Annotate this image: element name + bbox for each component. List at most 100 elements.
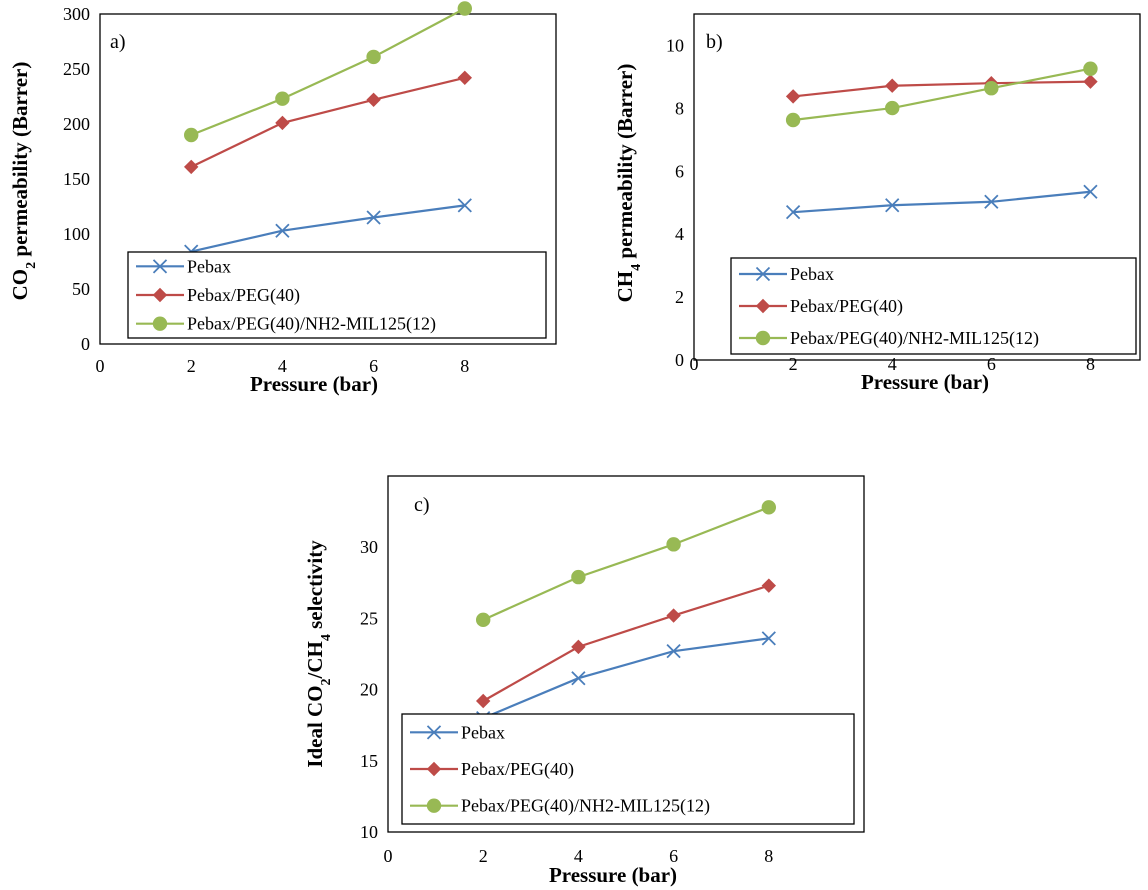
data-point xyxy=(984,81,999,96)
legend-box xyxy=(730,257,1137,355)
legend-label: Pebax/PEG(40)/NH2-MIL125(12) xyxy=(187,314,436,335)
legend-label: Pebax/PEG(40) xyxy=(461,759,574,780)
data-point xyxy=(275,223,290,238)
y-tick-label: 250 xyxy=(63,59,90,79)
y-tick-label: 200 xyxy=(63,114,90,134)
data-point xyxy=(571,671,586,686)
x-tick-label: 4 xyxy=(888,354,897,374)
y-tick-label: 25 xyxy=(360,608,378,628)
y-tick-label: 8 xyxy=(675,98,684,118)
chart-panel-b: 0 2 4 6 8 10 0 2 4 6 8 b) Pressure (bar) CH4 permeabi… xyxy=(613,13,1141,394)
data-point xyxy=(1083,184,1098,199)
data-point xyxy=(785,89,801,104)
data-point xyxy=(761,578,777,593)
series-line xyxy=(792,80,1091,98)
data-point xyxy=(666,608,681,623)
legend-marker xyxy=(152,259,168,274)
series-line xyxy=(190,7,466,137)
data-point xyxy=(666,644,681,659)
x-tick-label: 6 xyxy=(369,356,378,376)
legend-marker xyxy=(152,316,168,331)
x-tick-label: 4 xyxy=(278,356,287,376)
panel-label: a) xyxy=(110,31,126,53)
series-3 xyxy=(476,500,777,628)
chart-panel-a: 0 50 100 150 200 250 300 0 2 4 6 8 a) Pressure (bar) C… xyxy=(8,1,557,396)
x-tick-label: 8 xyxy=(1086,354,1095,374)
legend-marker xyxy=(755,330,771,346)
x-tick-label: 2 xyxy=(479,846,488,866)
data-point xyxy=(1083,74,1098,89)
data-point xyxy=(666,537,681,552)
data-point xyxy=(1083,61,1098,76)
data-point xyxy=(457,70,473,86)
x-tick-label: 8 xyxy=(460,356,469,376)
y-tick-label: 20 xyxy=(360,680,378,700)
legend-label: Pebax xyxy=(187,256,231,276)
x-axis-label: Pressure (bar) xyxy=(250,372,378,396)
legend-label: Pebax/PEG(40) xyxy=(187,285,300,306)
legend-label: Pebax/PEG(40) xyxy=(790,296,903,317)
y-tick-label: 300 xyxy=(63,4,90,24)
series-3 xyxy=(785,61,1098,128)
y-axis-label: CH4 permeability (Barrer) xyxy=(613,64,644,303)
y-tick-label: 15 xyxy=(360,751,378,771)
data-point xyxy=(885,198,900,213)
data-point xyxy=(183,159,199,175)
legend-marker xyxy=(152,287,168,303)
data-point xyxy=(571,639,586,655)
legend-label: Pebax/PEG(40)/NH2-MIL125(12) xyxy=(790,328,1039,349)
y-tick-label: 100 xyxy=(63,224,90,244)
data-point xyxy=(761,500,777,515)
x-tick-label: 8 xyxy=(764,846,773,866)
y-tick-label: 0 xyxy=(675,350,684,370)
x-tick-label: 2 xyxy=(789,354,798,374)
legend: Pebax Pebax/PEG(40) Pebax/PEG(40)/NH2-MIL1… xyxy=(401,713,855,825)
x-tick-label: 0 xyxy=(96,356,105,376)
data-point xyxy=(457,198,472,213)
legend-label: Pebax xyxy=(461,722,505,742)
data-point xyxy=(183,127,199,143)
x-tick-label: 4 xyxy=(574,846,583,866)
data-point xyxy=(761,631,776,646)
data-point xyxy=(885,100,900,116)
series-1 xyxy=(785,184,1098,220)
data-point xyxy=(476,612,491,628)
legend-box xyxy=(401,713,855,825)
data-point xyxy=(275,91,290,106)
legend-marker xyxy=(755,266,771,282)
y-tick-label: 150 xyxy=(63,169,90,189)
panel-label: b) xyxy=(706,31,723,53)
plot-frame xyxy=(387,475,865,833)
data-point xyxy=(785,112,801,128)
series-line xyxy=(482,506,770,621)
series-line xyxy=(190,76,466,168)
legend-marker xyxy=(426,725,442,740)
plot-frame xyxy=(693,13,1141,361)
legend-box xyxy=(127,251,547,339)
legend-label: Pebax/PEG(40)/NH2-MIL125(12) xyxy=(461,796,710,817)
panel-label: c) xyxy=(414,494,430,516)
y-tick-label: 10 xyxy=(666,35,684,55)
x-tick-label: 6 xyxy=(669,846,678,866)
x-axis-label: Pressure (bar) xyxy=(549,863,677,887)
y-tick-label: 6 xyxy=(675,161,684,181)
x-tick-label: 0 xyxy=(690,354,699,374)
data-point xyxy=(785,205,801,220)
data-point xyxy=(366,210,381,225)
series-line xyxy=(482,584,770,702)
data-point xyxy=(984,194,999,209)
data-point xyxy=(885,78,900,93)
legend-marker xyxy=(755,298,771,314)
y-tick-label: 30 xyxy=(360,537,378,557)
data-point xyxy=(366,92,381,108)
series-3 xyxy=(183,1,473,143)
plot-frame xyxy=(99,13,557,345)
y-axis-label: Ideal CO2/CH4 selectivity xyxy=(303,540,334,768)
y-tick-label: 4 xyxy=(675,224,684,244)
y-tick-label: 10 xyxy=(360,822,378,842)
data-point xyxy=(475,693,491,709)
x-axis-label: Pressure (bar) xyxy=(861,370,989,394)
legend: Pebax Pebax/PEG(40) Pebax/PEG(40)/NH2-MIL1… xyxy=(127,251,547,339)
legend-label: Pebax xyxy=(790,264,834,284)
